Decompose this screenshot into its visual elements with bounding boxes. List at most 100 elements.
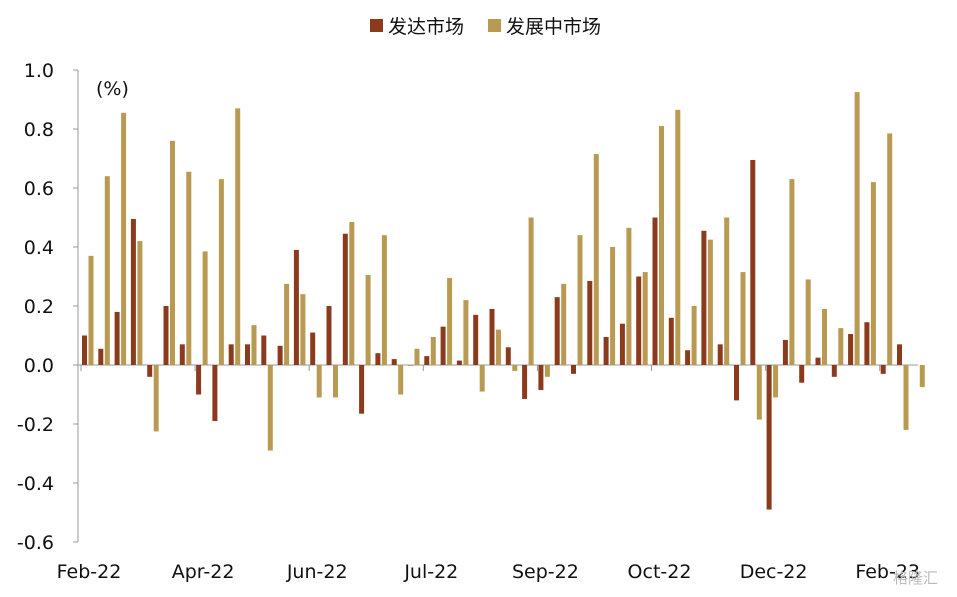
x-tick-label: Apr-22	[172, 561, 235, 583]
bar-developed	[668, 317, 674, 365]
bar-developed	[326, 306, 332, 365]
bar-developed	[734, 365, 739, 401]
bar-developed	[98, 348, 104, 365]
y-tick-label: -0.2	[17, 414, 54, 436]
bar-emerging	[235, 108, 241, 365]
y-tick-label: 0.8	[24, 119, 54, 141]
bar-developed	[391, 359, 397, 365]
bar-developed	[717, 344, 723, 365]
bar-developed	[408, 365, 413, 366]
bar-emerging	[496, 329, 501, 365]
x-tick-label: Feb-23	[855, 561, 920, 583]
bar-developed	[179, 344, 185, 365]
bar-emerging	[447, 277, 453, 365]
x-tick-label: Jun-22	[286, 561, 348, 583]
bar-emerging	[610, 247, 616, 365]
bar-emerging	[121, 112, 127, 366]
bar-developed	[848, 334, 854, 365]
bar-emerging	[365, 275, 371, 365]
bar-emerging	[740, 272, 746, 365]
legend-label-emerging: 发展中市场	[506, 16, 601, 38]
bar-developed	[619, 323, 625, 365]
bar-developed	[293, 249, 299, 365]
x-tick-label: Dec-22	[740, 561, 808, 583]
bar-developed	[897, 344, 902, 365]
bar-emerging	[104, 176, 110, 365]
bar-developed	[831, 365, 837, 377]
x-tick-label: Sep-22	[512, 561, 579, 583]
bar-emerging	[218, 179, 224, 365]
bar-developed	[815, 357, 821, 365]
legend-swatch-emerging	[488, 19, 501, 32]
bar-developed	[375, 353, 381, 365]
bar-developed	[603, 336, 609, 365]
bar-developed	[571, 365, 576, 374]
bar-emerging	[659, 126, 664, 365]
bar-emerging	[300, 294, 306, 365]
bar-developed	[766, 365, 772, 510]
bar-emerging	[202, 251, 208, 365]
bar-emerging	[479, 365, 485, 392]
bar-developed	[228, 344, 234, 365]
legend-swatch-developed	[370, 19, 383, 32]
bar-developed	[342, 233, 348, 365]
bar-emerging	[724, 217, 730, 365]
bar-emerging	[349, 221, 355, 365]
bar-emerging	[789, 179, 795, 365]
y-tick-label: 0.2	[24, 296, 54, 318]
bar-emerging	[707, 239, 713, 365]
bar-emerging	[398, 365, 404, 395]
bar-developed	[636, 276, 642, 365]
bar-developed	[130, 218, 136, 365]
bar-emerging	[414, 348, 420, 365]
bar-emerging	[870, 182, 876, 365]
bar-developed	[782, 339, 788, 365]
y-tick-label: 1.0	[24, 60, 54, 82]
bar-emerging	[430, 336, 436, 365]
bar-developed	[277, 345, 283, 365]
y-tick-label: 0.0	[24, 355, 54, 377]
y-tick-label: 0.6	[24, 178, 54, 200]
bar-emerging	[316, 365, 322, 398]
y-tick-label: 0.4	[24, 237, 54, 259]
bar-developed	[147, 365, 153, 377]
bar-emerging	[838, 328, 844, 365]
bar-developed	[554, 297, 560, 365]
bar-emerging	[528, 217, 534, 365]
bar-developed	[440, 326, 446, 365]
bar-developed	[456, 360, 462, 365]
bar-emerging	[561, 283, 567, 365]
bar-emerging	[137, 241, 143, 365]
x-axis: Feb-22 Apr-22 Jun-22 Jul-22 Sep-22 Oct-22 Dec-…	[57, 364, 920, 583]
bar-emerging	[186, 171, 192, 365]
bar-developed	[538, 365, 544, 391]
bar-emerging	[887, 133, 893, 365]
bar-developed	[82, 335, 87, 365]
bar-emerging	[463, 300, 469, 365]
legend-label-developed: 发达市场	[388, 16, 464, 38]
bar-developed	[799, 365, 805, 383]
bar-emerging	[642, 272, 648, 365]
watermark: 格隆汇	[893, 569, 938, 587]
y-tick-label: -0.4	[17, 473, 54, 495]
bar-developed	[163, 306, 169, 365]
bar-developed	[652, 217, 658, 365]
bar-emerging	[903, 365, 909, 430]
bar-developed	[864, 322, 870, 365]
bar-emerging	[675, 109, 681, 365]
bar-emerging	[756, 365, 762, 420]
bar-emerging	[691, 306, 697, 365]
bar-developed	[880, 365, 886, 374]
bar-developed	[310, 332, 316, 365]
bar-emerging	[381, 235, 387, 365]
bar-developed	[750, 159, 756, 365]
bar-developed	[212, 365, 218, 422]
bar-developed	[587, 280, 593, 365]
bar-emerging	[577, 235, 583, 365]
bar-developed	[261, 335, 267, 365]
x-tick-label: Oct-22	[628, 561, 692, 583]
bar-emerging	[919, 365, 925, 388]
bar-developed	[473, 314, 479, 365]
bar-emerging	[544, 365, 550, 377]
bar-emerging	[773, 365, 779, 398]
